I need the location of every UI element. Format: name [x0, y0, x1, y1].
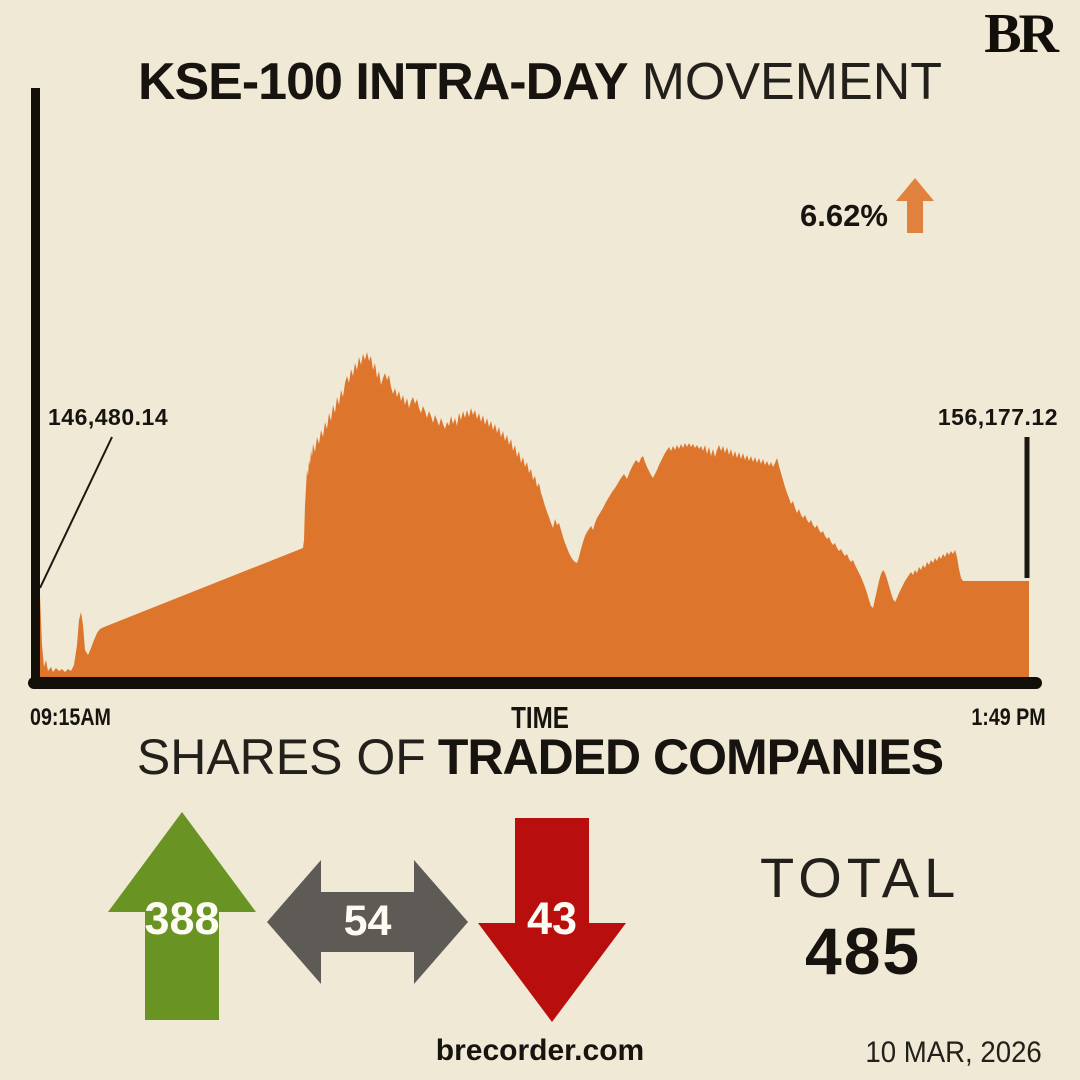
title-light-text: MOVEMENT [641, 53, 943, 111]
advancers-count: 388 [144, 893, 220, 944]
title-strong-text: KSE-100 INTRA-DAY [137, 53, 629, 111]
total-value: 485 [805, 914, 922, 988]
y-axis-line [31, 88, 40, 688]
shares-heading-strong: TRADED COMPANIES [437, 729, 944, 785]
total-label: TOTAL [760, 846, 961, 909]
decliners-count: 43 [526, 893, 578, 944]
x-axis-title-text: TIME [511, 700, 569, 735]
close-value-label: 156,177.12 [937, 404, 1058, 430]
shares-heading-light: SHARES OF [136, 729, 426, 785]
open-value-label: 146,480.14 [48, 404, 169, 430]
website-text: brecorder.com [435, 1034, 645, 1067]
unchanged-double-arrow-icon [267, 860, 468, 984]
intraday-area-chart [38, 352, 1029, 683]
change-percent-text: 6.62% [800, 198, 888, 233]
shares-section-heading: SHARES OF TRADED COMPANIES [0, 728, 1080, 786]
page-title: KSE-100 INTRA-DAY MOVEMENT [0, 52, 1080, 112]
x-tick-end: 1:49 PM [971, 704, 1046, 731]
change-up-arrow-icon [895, 178, 934, 233]
x-tick-start: 09:15AM [30, 704, 111, 731]
change-badge: 6.62% [800, 178, 934, 233]
x-axis-line [28, 677, 1042, 689]
total-block: TOTAL 485 [760, 846, 961, 988]
x-axis-title: TIME [0, 700, 1080, 736]
br-logo: BR [984, 3, 1059, 65]
unchanged-count: 54 [343, 897, 392, 945]
decliners-down-arrow-icon [478, 818, 626, 1022]
advancers-up-arrow-icon [108, 812, 256, 1020]
date-text: 10 MAR, 2026 [865, 1036, 1042, 1069]
open-value-pointer-line [39, 436, 113, 589]
